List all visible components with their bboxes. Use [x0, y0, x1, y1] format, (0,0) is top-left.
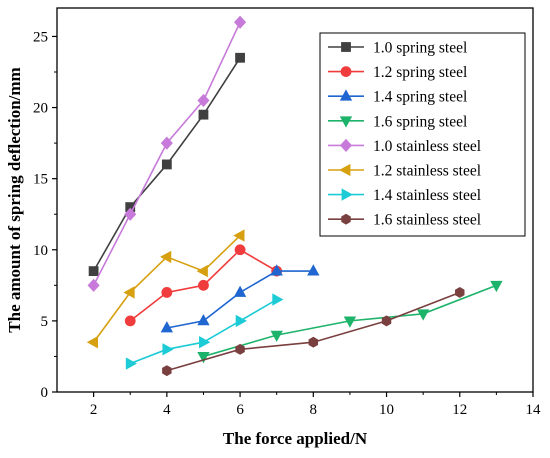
- data-point: [196, 264, 208, 278]
- y-tick-label: 0: [41, 385, 49, 401]
- data-point: [160, 136, 173, 150]
- legend-marker: [339, 116, 353, 128]
- plot-border: [56, 7, 534, 393]
- data-point: [161, 287, 173, 298]
- data-point: [86, 336, 99, 349]
- series-1-2-spring-steel: [124, 244, 283, 327]
- data-point: [124, 315, 136, 327]
- legend-marker: [339, 89, 353, 101]
- legend-box: [319, 32, 526, 237]
- data-point: [343, 316, 357, 328]
- legend-label: 1.4 spring steel: [373, 89, 467, 106]
- legend-label: 1.2 spring steel: [373, 64, 467, 81]
- data-point: [87, 278, 100, 292]
- data-point: [124, 207, 137, 221]
- y-tick-label: 5: [41, 314, 49, 330]
- series-1-6-spring-steel: [197, 280, 503, 364]
- legend-marker: [341, 213, 351, 225]
- axis-ticks: [52, 35, 534, 397]
- x-tick-label: 4: [163, 402, 171, 418]
- x-tick-label: 6: [236, 402, 244, 418]
- data-point: [307, 264, 320, 276]
- data-point: [235, 343, 245, 355]
- data-point: [270, 264, 283, 276]
- legend-item: 1.2 spring steel: [328, 64, 467, 81]
- data-point: [123, 286, 135, 299]
- data-point: [197, 314, 210, 326]
- series-1-0-spring-steel: [88, 52, 245, 277]
- data-point: [490, 280, 503, 293]
- legend-item: 1.6 stainless steel: [328, 212, 481, 229]
- legend-label: 1.4 stainless steel: [373, 187, 481, 204]
- y-tick-label: 20: [33, 101, 48, 117]
- legend-item: 1.6 spring steel: [328, 113, 467, 130]
- legend-label: 1.2 stainless steel: [373, 163, 481, 180]
- series-1-4-stainless-steel: [125, 293, 284, 370]
- data-point: [233, 229, 245, 242]
- legend-item: 1.0 spring steel: [328, 40, 467, 57]
- x-tick-label: 14: [526, 402, 542, 418]
- series-1-0-stainless-steel: [87, 15, 247, 292]
- series-line: [92, 21, 241, 286]
- data-point: [308, 336, 319, 348]
- y-tick-label: 25: [33, 29, 48, 45]
- data-point: [455, 286, 465, 298]
- data-point: [416, 309, 430, 321]
- data-point: [125, 357, 138, 370]
- legend-label: 1.0 stainless steel: [373, 138, 481, 155]
- data-point: [233, 285, 247, 297]
- data-point: [160, 250, 172, 264]
- series-1-6-stainless-steel: [162, 286, 465, 377]
- data-point: [161, 159, 172, 170]
- legend-item: 1.0 stainless steel: [328, 138, 481, 155]
- data-point: [162, 343, 174, 356]
- y-tick-label: 10: [33, 243, 48, 259]
- legend-marker: [341, 188, 353, 201]
- series-1-4-spring-steel: [160, 264, 320, 333]
- y-axis-title: The amount of spring deflection/mm: [5, 67, 24, 332]
- data-point: [199, 336, 211, 349]
- x-tick-label: 8: [310, 402, 318, 418]
- data-point: [88, 266, 99, 277]
- data-point: [160, 321, 174, 333]
- data-point: [235, 52, 245, 63]
- series-1-2-stainless-steel: [86, 229, 245, 349]
- data-point: [234, 244, 246, 256]
- x-axis-title: The force applied/N: [223, 429, 368, 448]
- x-tick-label: 2: [90, 402, 98, 418]
- legend-label: 1.0 spring steel: [373, 40, 467, 57]
- x-tick-label: 12: [452, 402, 467, 418]
- legend-item: 1.4 stainless steel: [328, 187, 481, 204]
- data-point: [234, 15, 247, 29]
- series-line: [166, 291, 461, 372]
- legend-marker: [341, 42, 351, 52]
- legend-label: 1.6 spring steel: [373, 113, 467, 130]
- data-point: [381, 315, 392, 327]
- legend-label: 1.6 stainless steel: [373, 212, 481, 229]
- plot-frame: [56, 7, 534, 393]
- data-point: [272, 293, 284, 306]
- data-point: [197, 352, 210, 364]
- data-point: [198, 279, 209, 291]
- data-point: [235, 314, 247, 328]
- axis-tick-labels: 2 4 6 8 10 12 14 0 5 10 15 20 25: [33, 29, 541, 418]
- legend-item: 1.4 spring steel: [328, 89, 467, 106]
- legend: 1.0 spring steel 1.2 spring steel 1.4 spri…: [319, 32, 526, 237]
- data-point: [197, 93, 210, 108]
- data-point: [162, 365, 172, 377]
- data-point: [198, 109, 209, 120]
- legend-marker: [339, 163, 351, 177]
- legend-item: 1.2 stainless steel: [328, 163, 481, 180]
- legend-marker: [340, 66, 352, 77]
- series-layer: [86, 15, 503, 377]
- legend-marker: [339, 138, 353, 152]
- x-tick-label: 10: [379, 402, 394, 418]
- y-tick-label: 15: [33, 172, 48, 188]
- data-point: [270, 330, 283, 342]
